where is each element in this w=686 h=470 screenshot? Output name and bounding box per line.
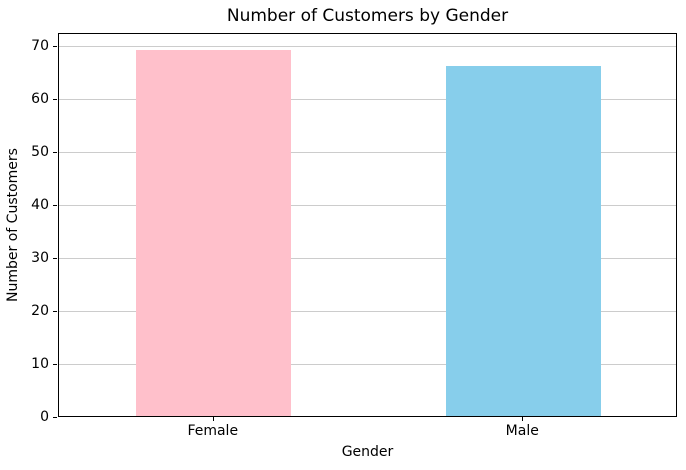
y-tick-mark bbox=[53, 363, 57, 365]
chart-title: Number of Customers by Gender bbox=[226, 6, 509, 26]
gridline bbox=[59, 46, 676, 48]
y-tick-mark bbox=[53, 98, 57, 100]
y-tick-label: 50 bbox=[31, 143, 49, 160]
x-tick-mark bbox=[522, 417, 524, 421]
y-tick-mark bbox=[53, 204, 57, 206]
y-tick-label: 70 bbox=[31, 37, 49, 54]
x-tick-label: Female bbox=[187, 423, 239, 439]
gridline bbox=[59, 99, 676, 101]
gridline bbox=[59, 205, 676, 207]
y-tick-label: 60 bbox=[31, 90, 49, 107]
gridline bbox=[59, 311, 676, 313]
y-tick-mark bbox=[53, 257, 57, 259]
plot-area bbox=[58, 33, 677, 417]
gridline bbox=[59, 258, 676, 260]
bar-male bbox=[445, 66, 601, 416]
y-axis-label: Number of Customers bbox=[5, 148, 21, 302]
gridline bbox=[59, 152, 676, 154]
x-axis-label: Gender bbox=[341, 444, 394, 460]
x-tick-label: Male bbox=[505, 423, 539, 439]
y-tick-mark bbox=[53, 310, 57, 312]
y-tick-mark bbox=[53, 45, 57, 47]
y-tick-label: 0 bbox=[40, 409, 49, 425]
y-tick-label: 10 bbox=[31, 355, 49, 372]
y-tick-mark bbox=[53, 417, 57, 418]
bar-female bbox=[136, 50, 292, 416]
y-tick-label: 20 bbox=[31, 302, 49, 319]
x-tick-mark bbox=[212, 417, 214, 421]
gridline bbox=[59, 364, 676, 366]
y-tick-mark bbox=[53, 151, 57, 153]
y-tick-label: 30 bbox=[31, 249, 49, 266]
y-tick-label: 40 bbox=[31, 196, 49, 213]
